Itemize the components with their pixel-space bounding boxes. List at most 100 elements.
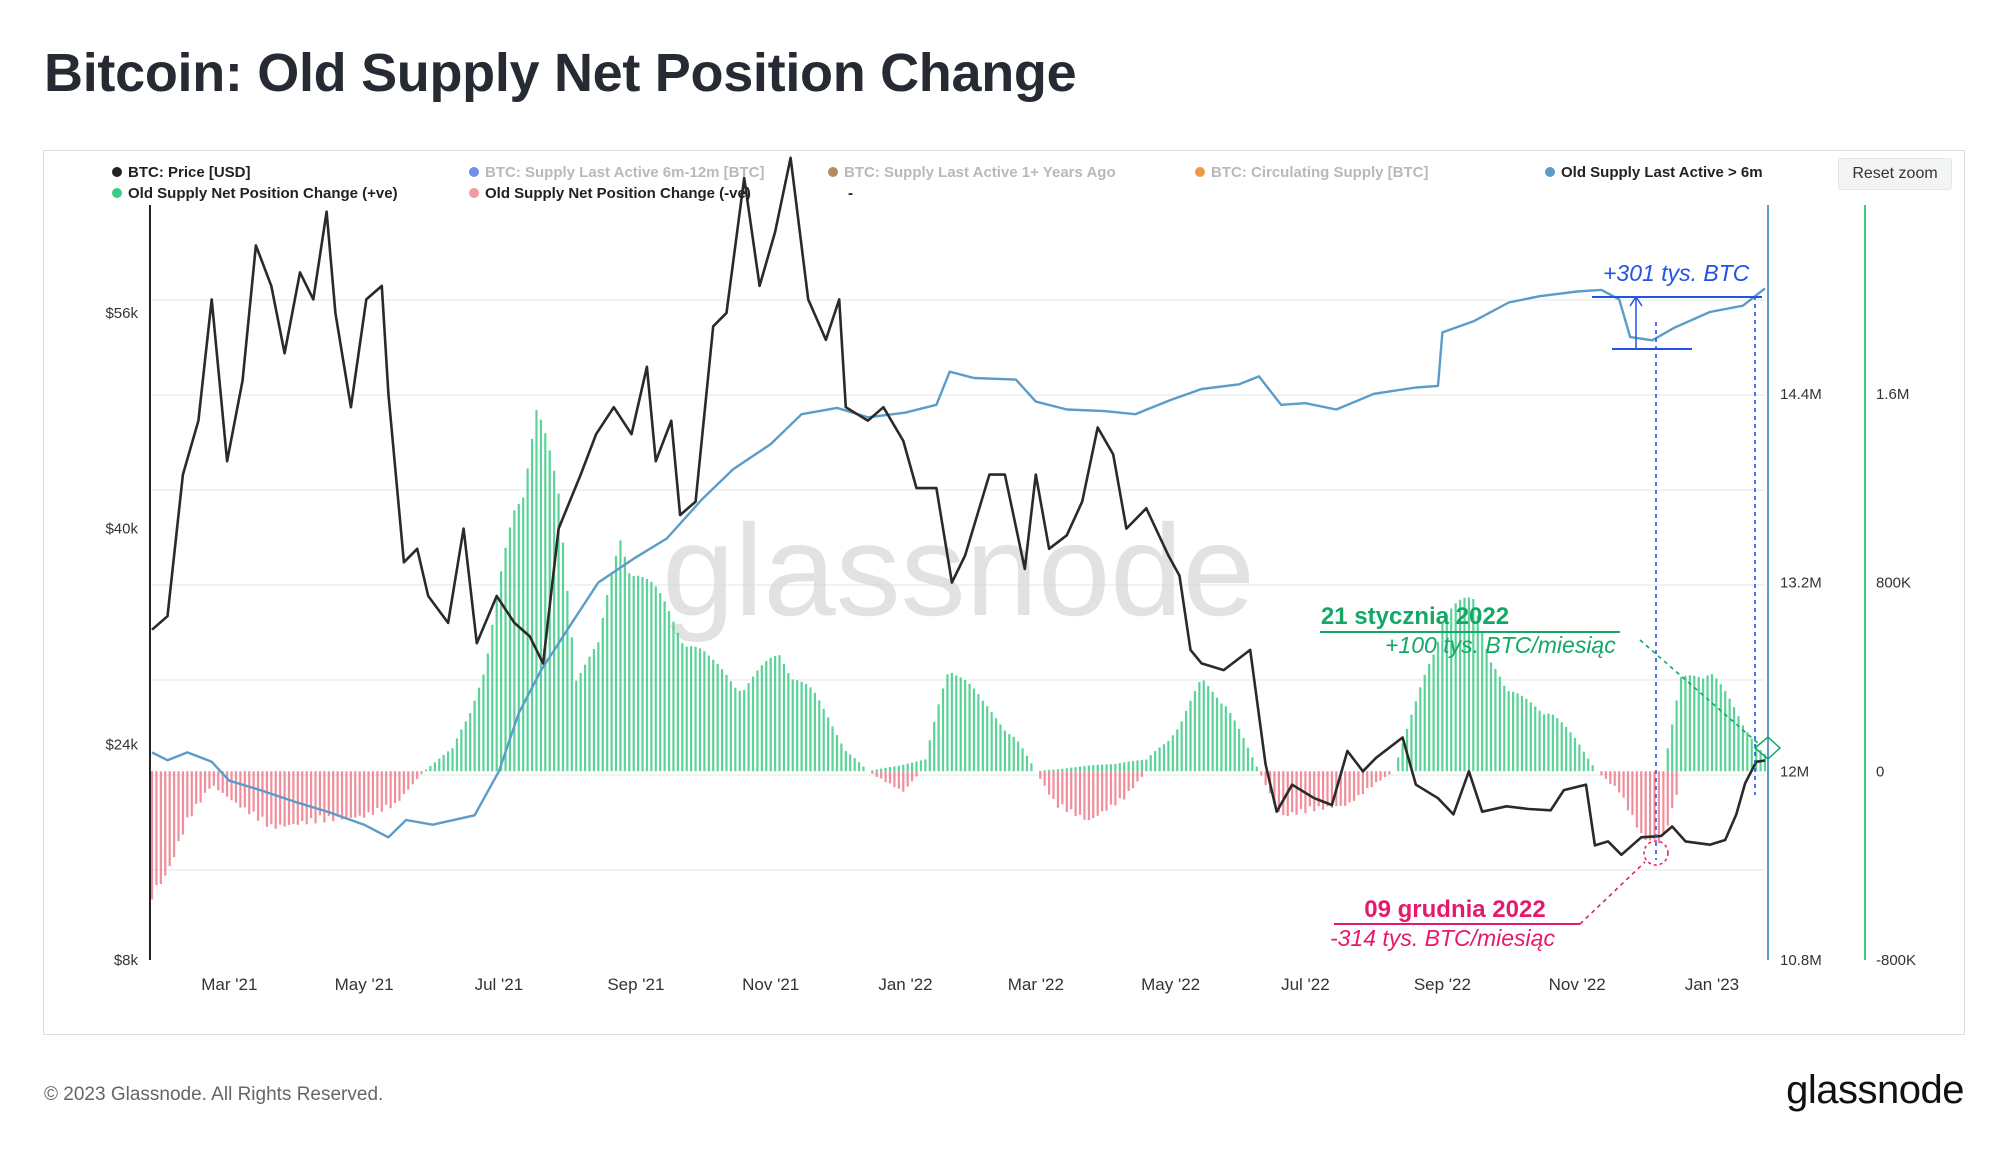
negative-bar [371, 771, 375, 815]
x-tick-label-6: Mar '22 [1008, 975, 1064, 994]
positive-bar [1118, 763, 1121, 772]
positive-bar [694, 646, 697, 772]
positive-bar [977, 694, 980, 772]
positive-bar [849, 754, 852, 772]
negative-bar [1600, 771, 1603, 776]
positive-bar [1750, 738, 1753, 772]
positive-bar [1485, 648, 1488, 772]
negative-bar [252, 771, 255, 812]
negative-bar [212, 771, 215, 786]
negative-bar [871, 771, 874, 774]
x-tick-label-10: Nov '22 [1549, 975, 1606, 994]
positive-bar [424, 769, 428, 772]
negative-bar [1087, 771, 1090, 821]
negative-bar [1375, 771, 1378, 783]
positive-bar [1255, 766, 1258, 772]
positive-bar [862, 766, 865, 772]
positive-bar [632, 576, 635, 772]
positive-bar [990, 712, 993, 772]
positive-bar [1542, 714, 1546, 772]
positive-bar [857, 762, 861, 772]
positive-bar [672, 621, 675, 772]
positive-bar [557, 493, 560, 772]
positive-bar [743, 690, 746, 772]
legend-item-2[interactable]: BTC: Supply Last Active 1+ Years Ago [828, 164, 1116, 181]
negative-bar [1123, 771, 1126, 800]
legend-label: - [848, 185, 853, 202]
negative-bar [155, 771, 158, 886]
net-tick-label-1: 0 [1876, 763, 1884, 780]
legend-dot [469, 167, 479, 177]
positive-bar [981, 700, 984, 772]
positive-bar [1419, 687, 1422, 772]
positive-bar [964, 680, 967, 772]
positive-bar [897, 765, 900, 772]
positive-bar [893, 766, 896, 772]
positive-bar [1012, 736, 1015, 772]
positive-bar [1047, 769, 1051, 772]
positive-bar [1065, 768, 1068, 772]
negative-bar [1644, 771, 1647, 840]
positive-bar [1131, 761, 1135, 772]
legend-item-3[interactable]: BTC: Circulating Supply [BTC] [1195, 164, 1429, 181]
positive-bar [1198, 682, 1201, 772]
positive-bar [1193, 691, 1197, 772]
positive-bar [1092, 765, 1095, 772]
positive-bar [1741, 725, 1745, 772]
negative-bar [1379, 771, 1382, 781]
negative-bar [336, 771, 339, 817]
negative-bar [190, 771, 193, 817]
positive-bar [539, 419, 542, 772]
positive-bar [1423, 674, 1426, 772]
net-tick-label-3: 1.6M [1876, 386, 1909, 403]
old-supply-line [151, 287, 1766, 839]
positive-bar [844, 751, 847, 772]
legend-item-7[interactable]: - [848, 185, 853, 202]
negative-bar [389, 771, 392, 809]
legend-item-6[interactable]: Old Supply Net Position Change (-ve) [469, 185, 751, 202]
positive-bar [791, 679, 794, 772]
positive-bar [1569, 732, 1572, 772]
negative-bar [234, 771, 238, 803]
positive-bar [1202, 680, 1205, 772]
positive-bar [946, 674, 949, 772]
positive-bar [1675, 700, 1678, 772]
positive-bar [933, 721, 936, 772]
positive-bar [659, 593, 662, 772]
negative-bar [385, 771, 388, 805]
legend-item-4[interactable]: Old Supply Last Active > 6m [1545, 164, 1763, 181]
reset-zoom-button[interactable]: Reset zoom [1838, 158, 1952, 190]
annotation-pink-value: -314 tys. BTC/miesiąc [1330, 925, 1555, 951]
positive-bar [570, 637, 573, 772]
positive-bar [1494, 668, 1497, 772]
positive-bar [937, 704, 940, 772]
negative-bar [195, 771, 198, 804]
positive-bar [1074, 767, 1077, 772]
legend-item-1[interactable]: BTC: Supply Last Active 6m-12m [BTC] [469, 164, 765, 181]
positive-bar [1587, 758, 1590, 772]
negative-bar [906, 771, 909, 787]
negative-bar [354, 771, 357, 818]
negative-bar [902, 771, 905, 792]
positive-bar [840, 743, 843, 772]
positive-bar [1184, 710, 1188, 772]
positive-bar [535, 409, 538, 772]
negative-bar [1308, 771, 1311, 807]
legend-item-0[interactable]: BTC: Price [USD] [112, 164, 251, 181]
positive-bar [530, 438, 534, 772]
positive-bar [1017, 741, 1020, 772]
negative-bar [363, 771, 366, 818]
legend-dot [112, 188, 122, 198]
negative-bar [1065, 771, 1068, 813]
negative-bar [893, 771, 896, 788]
positive-bar [1145, 759, 1148, 772]
negative-bar [398, 771, 401, 801]
positive-bar [853, 758, 856, 772]
positive-bar [1215, 697, 1219, 772]
x-tick-label-3: Sep '21 [607, 975, 664, 994]
positive-bar [968, 683, 971, 772]
legend-item-5[interactable]: Old Supply Net Position Change (+ve) [112, 185, 398, 202]
positive-bar [884, 767, 887, 772]
positive-bar [654, 586, 657, 772]
positive-bar [734, 687, 737, 772]
